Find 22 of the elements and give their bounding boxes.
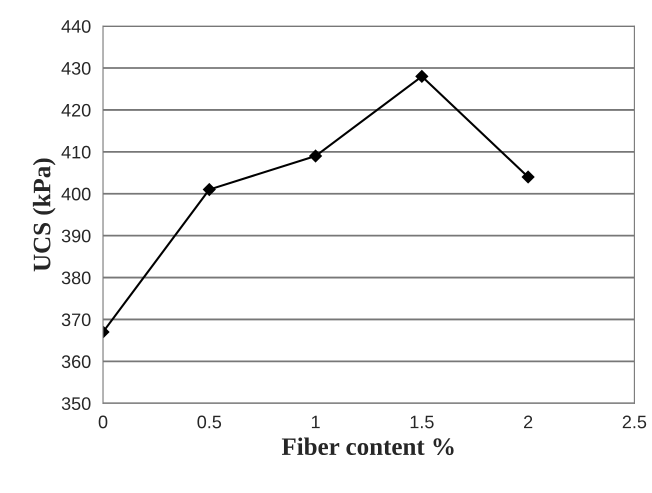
y-tick-label: 410 — [62, 146, 91, 159]
x-tick-label: 0 — [98, 416, 108, 428]
y-tick-label: 350 — [62, 397, 91, 410]
x-axis-title: Fiber content % — [282, 437, 454, 456]
x-tick-label: 2.5 — [622, 416, 646, 428]
point — [522, 170, 535, 184]
point — [309, 150, 322, 162]
y-tick-label: 380 — [62, 271, 91, 284]
x-tick-label: 0.5 — [197, 416, 222, 428]
y-tick-label: 390 — [62, 230, 91, 242]
point — [415, 70, 428, 83]
y-tick-label: 440 — [62, 20, 91, 33]
y-tick-label: 400 — [62, 188, 91, 200]
y-axis-title: UCS (kPa) — [32, 158, 56, 272]
x-tick-label: 1.5 — [410, 416, 434, 428]
y-tick-label: 360 — [62, 355, 91, 368]
x-tick-label: 2 — [524, 416, 532, 428]
y-tick-label: 420 — [62, 104, 91, 117]
x-tick-label: 1 — [312, 416, 320, 428]
y-tick-label: 370 — [62, 313, 91, 326]
y-tick-label: 430 — [62, 62, 91, 75]
point — [202, 183, 216, 196]
